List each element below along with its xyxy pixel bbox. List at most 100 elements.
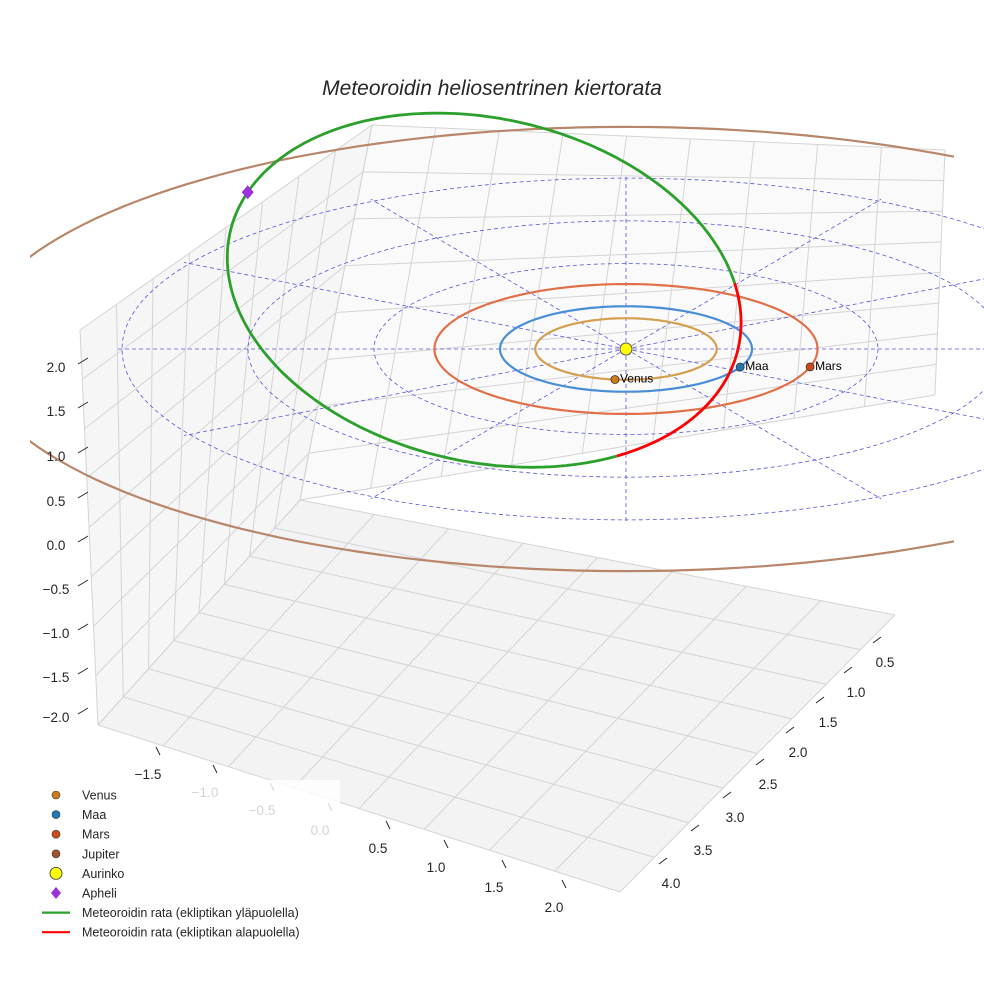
planet-label-maa: Maa: [745, 359, 769, 373]
y-tick-label: 1.0: [847, 685, 866, 700]
legend-label: Mars: [82, 828, 110, 842]
z-tick-label: 1.5: [47, 404, 66, 419]
grid-line: [123, 696, 655, 858]
reference-spoke: [183, 348, 627, 436]
reference-grid: [115, 176, 984, 522]
legend-swatch: [51, 810, 61, 819]
pane-left: [80, 125, 372, 725]
pane-back: [300, 125, 945, 500]
grid-line: [274, 527, 861, 651]
legend-item: Apheli: [51, 887, 117, 901]
legend-item: Aurinko: [49, 866, 124, 881]
aphelion-marker: [241, 185, 254, 200]
z-tick-mark: [77, 357, 89, 365]
legend-label: Meteoroidin rata (ekliptikan yläpuolella…: [82, 906, 299, 920]
z-tick-label: 1.0: [47, 449, 66, 464]
legend-item: Meteoroidin rata (ekliptikan yläpuolella…: [42, 906, 299, 920]
reference-spoke: [370, 348, 627, 500]
reference-spoke: [183, 262, 627, 350]
grid-line: [344, 241, 942, 267]
grid-line: [362, 171, 944, 182]
planet-orbits: [30, 125, 954, 573]
x-tick-mark: [443, 839, 449, 849]
grid-line: [90, 359, 328, 578]
legend-swatch: [51, 887, 61, 899]
grid-line: [299, 394, 936, 501]
grid-line: [79, 124, 373, 331]
chart-title: Meteoroidin heliosentrinen kiertorata: [322, 77, 662, 100]
x-tick-mark: [385, 820, 391, 830]
legend-item: Jupiter: [51, 847, 120, 861]
x-tick-mark: [561, 879, 567, 889]
grid-line: [86, 265, 346, 479]
grid-line: [95, 452, 310, 676]
legend-item: Mars: [51, 828, 110, 842]
reference-spoke: [625, 348, 882, 500]
z-tick-mark: [77, 491, 89, 499]
grid-line: [198, 612, 758, 754]
grid-line: [93, 405, 319, 627]
axis-grid: [79, 124, 946, 893]
planet-label-venus: Venus: [620, 372, 653, 386]
x-tick-label: 2.0: [545, 900, 564, 915]
legend-swatch: [51, 849, 61, 859]
legend-swatch: [51, 829, 61, 839]
legend-swatch: [51, 790, 61, 800]
grid-line: [88, 312, 337, 528]
legend-label: Maa: [82, 808, 106, 822]
z-tick-label: −2.0: [43, 710, 70, 725]
y-tick-label: 3.0: [726, 810, 745, 825]
grid-line: [371, 124, 946, 151]
legend-label: Aurinko: [82, 867, 124, 881]
z-tick-mark: [77, 667, 89, 675]
legend: Venus Maa Mars Jupiter Aurinko Apheli Meteoroi…: [30, 780, 340, 950]
grid-line: [335, 272, 941, 313]
grid-line: [81, 171, 364, 380]
x-tick-label: −1.5: [135, 767, 162, 782]
reference-spoke: [625, 198, 882, 350]
planet-marker-venus: [610, 375, 620, 384]
orbit-maa: [498, 305, 754, 393]
meteoroid-orbit-below: [616, 282, 743, 458]
x-tick-mark: [212, 764, 218, 774]
z-tick-label: −1.0: [43, 626, 70, 641]
z-tick-mark: [77, 535, 89, 543]
pane-floor: [98, 500, 895, 892]
planet-label-mars: Mars: [815, 359, 842, 373]
z-tick-label: 0.0: [47, 538, 66, 553]
y-tick-label: 2.0: [789, 745, 808, 760]
y-tick-mark: [690, 824, 700, 832]
y-tick-label: 2.5: [759, 777, 778, 792]
legend-label: Jupiter: [82, 847, 120, 861]
grid-line: [249, 555, 827, 685]
grid-line: [353, 210, 943, 220]
legend-item: Maa: [51, 808, 106, 822]
legend-frame: [30, 780, 340, 950]
grid-line: [173, 640, 724, 789]
orbit-mars: [433, 283, 819, 415]
legend-item: Venus: [51, 789, 117, 803]
y-tick-mark: [722, 791, 732, 799]
legend-label: Apheli: [82, 887, 117, 901]
x-tick-mark: [501, 859, 507, 869]
x-tick-label: 1.5: [485, 880, 504, 895]
orbit-jupiter: [30, 125, 954, 573]
grid-line: [299, 499, 896, 616]
reference-spoke: [370, 198, 627, 350]
grid-line: [97, 724, 621, 893]
y-tick-mark: [785, 726, 795, 734]
planet-marker-mars: [805, 362, 815, 372]
grid-line: [308, 363, 937, 454]
y-tick-label: 1.5: [819, 715, 838, 730]
planet-markers: Venus Maa Mars: [241, 185, 842, 386]
z-tick-mark: [77, 707, 89, 715]
y-tick-mark: [658, 857, 668, 865]
z-tick-mark: [77, 623, 89, 631]
x-tick-mark: [155, 746, 161, 756]
grid-line: [84, 218, 355, 430]
z-tick-mark: [77, 401, 89, 409]
grid-line: [317, 333, 938, 407]
y-tick-mark: [872, 636, 882, 644]
grid-line: [148, 668, 689, 824]
